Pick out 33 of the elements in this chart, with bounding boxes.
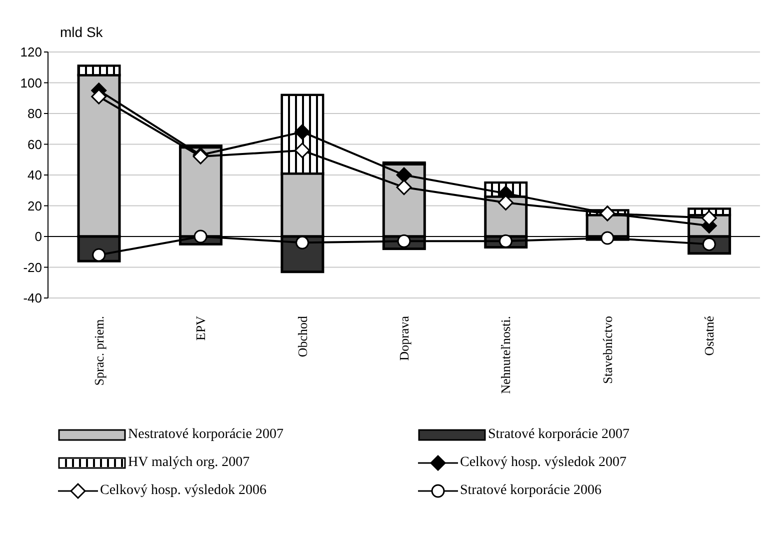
- y-tick-label: 40: [28, 168, 42, 183]
- y-tick-label: -40: [23, 290, 42, 306]
- point: [396, 180, 412, 196]
- point: [498, 194, 514, 210]
- x-tick-label: EPV: [193, 315, 208, 341]
- x-tick-label: Sprac. priem.: [91, 316, 106, 386]
- y-tick-label: 60: [28, 136, 42, 152]
- legend-label: Celkový hosp. výsledok 2006: [100, 483, 266, 499]
- legend-label: Nestratové korporácie 2007: [128, 427, 284, 443]
- y-tick-label: 0: [34, 229, 42, 244]
- y-tick-label: 20: [28, 198, 42, 214]
- point: [498, 234, 512, 248]
- y-tick-label: -20: [23, 260, 42, 275]
- x-tick-label: Ostatné: [702, 316, 717, 356]
- legend-label: Celkový hosp. výsledok 2007: [460, 455, 626, 471]
- point: [194, 230, 208, 244]
- point: [396, 167, 412, 183]
- legend-label: Stratové korporácie 2006: [460, 483, 602, 499]
- point: [600, 231, 614, 245]
- y-tick-label: 120: [20, 44, 42, 60]
- legend-label: Stratové korporácie 2007: [488, 427, 630, 443]
- point: [294, 142, 310, 158]
- x-tick-label: Stavebníctvo: [600, 316, 615, 384]
- y-axis-title: mld Sk: [60, 24, 103, 40]
- y-tick-label: 80: [28, 106, 42, 122]
- point: [296, 236, 310, 250]
- legend-label: HV malých org. 2007: [128, 455, 250, 471]
- x-tick-label: Doprava: [396, 316, 412, 361]
- x-tick-label: Nehnuteľnosti.: [498, 316, 514, 394]
- point: [294, 124, 310, 140]
- y-tick-label: 100: [20, 75, 42, 90]
- x-tick-label: Obchod: [294, 316, 310, 358]
- point: [91, 88, 107, 104]
